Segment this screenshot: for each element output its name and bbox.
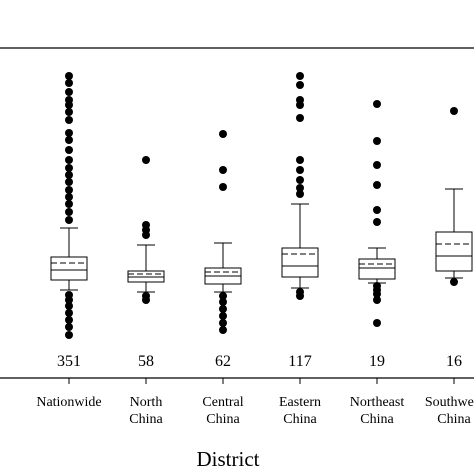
outlier [65,186,73,194]
box [281,247,319,278]
outlier [65,146,73,154]
outlier [373,290,381,298]
outlier [296,101,304,109]
outlier [296,81,304,89]
outlier [450,278,458,286]
outlier [219,312,227,320]
outlier [65,116,73,124]
outlier [219,183,227,191]
outlier [65,200,73,208]
outlier [373,319,381,327]
outlier [373,296,381,304]
x-tick-label: Southwest China [425,395,474,427]
outlier [65,193,73,201]
outlier [65,88,73,96]
x-tick-label: Central China [202,395,243,427]
outlier [65,79,73,87]
x-tick-label: Nationwide [36,395,101,410]
count-label: 117 [288,353,311,370]
x-tick-label-line: Northeast [350,395,405,410]
box [358,258,396,280]
outlier [219,319,227,327]
x-tick-label: Eastern China [279,395,321,427]
outlier [373,181,381,189]
outlier [65,208,73,216]
outlier [219,305,227,313]
outlier [296,156,304,164]
outlier [296,176,304,184]
x-tick-label: North China [129,395,163,427]
outlier [65,72,73,80]
count-label: 62 [215,353,231,370]
outlier [296,166,304,174]
outlier [142,231,150,239]
outlier [65,296,73,304]
outlier [296,184,304,192]
x-tick-label-line: China [437,412,471,427]
outlier [65,331,73,339]
outlier [373,100,381,108]
outlier [373,161,381,169]
x-tick-label-line: Eastern [279,395,321,410]
outlier [65,316,73,324]
outlier [65,108,73,116]
outlier [219,130,227,138]
outlier [142,156,150,164]
x-tick-label-line: Central [202,395,243,410]
x-tick-label-line: China [129,412,163,427]
box [435,231,473,272]
outlier [296,292,304,300]
box [50,256,88,281]
x-tick-label-line: China [283,412,317,427]
outlier [450,107,458,115]
outlier [65,136,73,144]
outlier [373,137,381,145]
outlier [65,156,73,164]
outlier [65,323,73,331]
outlier [65,101,73,109]
outlier [65,309,73,317]
outlier [373,218,381,226]
outlier [373,206,381,214]
count-label: 351 [57,353,81,370]
outlier [142,296,150,304]
outlier [65,129,73,137]
outlier [65,164,73,172]
outlier [296,190,304,198]
x-tick-label-line: North [130,395,163,410]
outlier [65,302,73,310]
outlier [65,178,73,186]
x-tick-label-line: China [360,412,394,427]
outlier [219,326,227,334]
count-label: 16 [446,353,462,370]
outlier [296,114,304,122]
x-tick-label-line: China [206,412,240,427]
outlier [219,166,227,174]
outlier [219,298,227,306]
outlier [219,292,227,300]
outlier [296,72,304,80]
x-tick-label-line: Southwest [425,395,474,410]
count-label: 58 [138,353,154,370]
count-label: 19 [369,353,385,370]
outlier [65,216,73,224]
x-axis-label: District [197,447,260,471]
x-tick-label: Northeast China [350,395,405,427]
outlier [65,171,73,179]
